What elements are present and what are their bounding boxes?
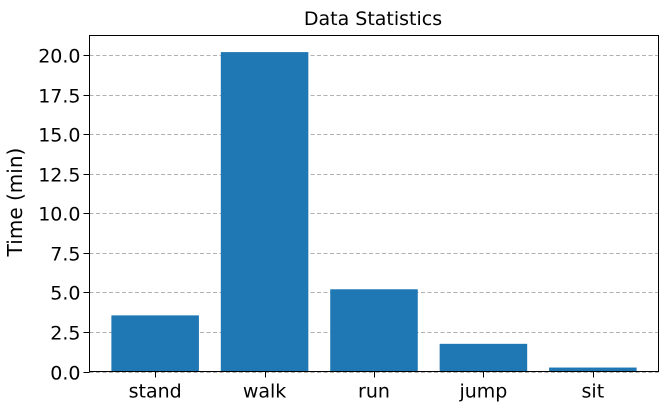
chart-title: Data Statistics [304,8,442,30]
bar-run [330,289,418,372]
plot-frame [89,35,659,372]
y-tick-label: 2.5 [50,323,80,345]
bar-jump [439,343,528,372]
y-axis-ticks: 0.0 2.5 5.0 7.5 10.0 12.5 15.0 17.5 20.0 [38,46,90,385]
bar-stand [111,315,199,372]
y-tick-label: 0.0 [50,363,80,385]
y-tick-label: 7.5 [50,244,80,266]
x-tick-label-run: run [358,381,390,403]
bars [111,52,637,372]
y-tick-label: 20.0 [38,46,80,68]
y-tick-label: 5.0 [50,283,80,305]
y-tick-label: 10.0 [38,204,80,226]
x-tick-label-walk: walk [243,381,286,403]
y-tick-label: 17.5 [38,86,80,108]
x-tick-label-jump: jump [458,381,507,403]
x-axis-ticks: stand walk run jump sit [129,371,605,403]
y-tick-label: 15.0 [38,125,80,147]
y-tick-label: 12.5 [38,165,80,187]
x-tick-label-sit: sit [582,381,605,403]
bar-sit [549,367,637,372]
x-tick-label-stand: stand [129,381,182,403]
y-axis-label: Time (min) [3,148,27,258]
bar-walk [220,52,309,372]
